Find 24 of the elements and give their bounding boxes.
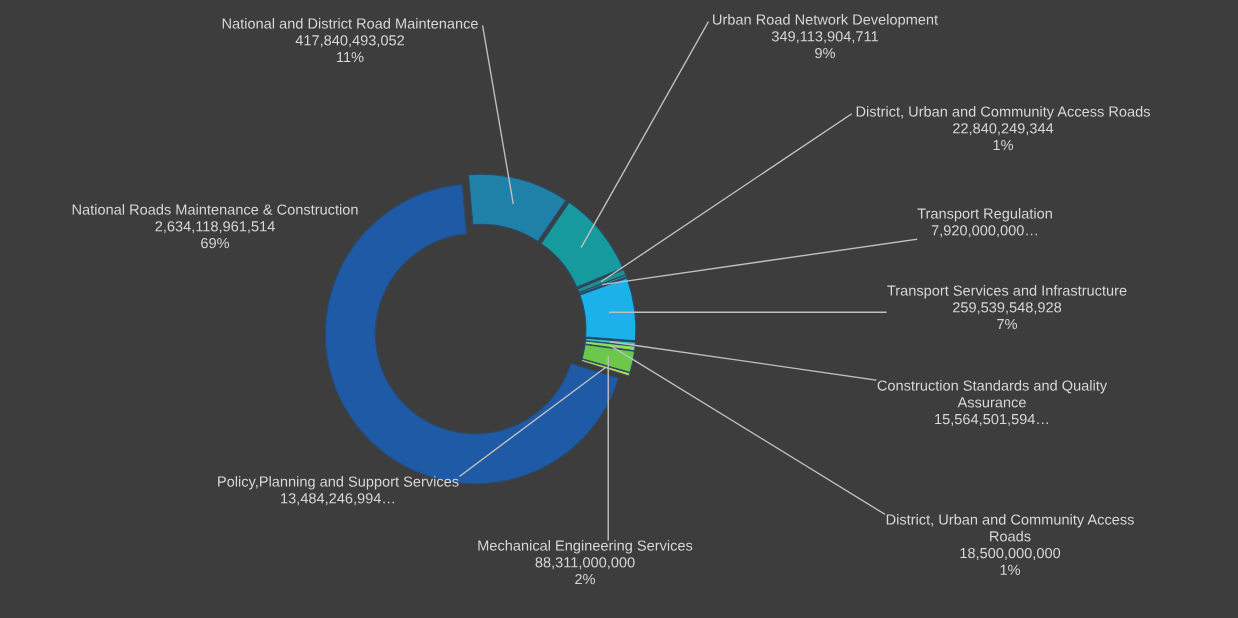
donut-slice [579, 277, 637, 342]
data-label: 2,634,118,961,514 69% [155, 221, 275, 249]
data-label: 18,500,000,000 1% [960, 547, 1061, 575]
data-label: 349,113,904,711 9% [771, 31, 878, 59]
data-label: 417,840,493,052 11% [295, 35, 405, 63]
donut-slice [581, 343, 636, 374]
slice-label: National Roads Maintenance & Construction [72, 204, 358, 215]
slice-label: District, Urban and Community Access Roads [856, 106, 1150, 120]
slice-label: Urban Road Network Development [713, 14, 938, 28]
slice-label: District, Urban and Community Access Roads [886, 514, 1134, 542]
data-label: 13,484,246,994… [281, 493, 394, 506]
slice-label: Policy,Planning and Support Services [218, 476, 459, 490]
data-label: 15,564,501,594… [935, 413, 1048, 426]
data-label: 22,840,249,344 1% [953, 123, 1054, 151]
data-label: 259,539,548,928 7% [953, 302, 1062, 330]
data-label: 88,311,000,000 2% [535, 557, 635, 585]
data-label: 7,920,000,000… [931, 225, 1037, 238]
donut-slice [540, 201, 624, 288]
slice-label: Transport Regulation [917, 208, 1052, 222]
donut-slice [467, 173, 567, 243]
slice-label: National and District Road Maintenance [222, 18, 478, 29]
slice-label: Mechanical Engineering Services [478, 540, 693, 554]
slice-label: Transport Services and Infrastructure [887, 285, 1127, 299]
slice-label: Construction Standards and Quality Assurance [877, 380, 1108, 408]
